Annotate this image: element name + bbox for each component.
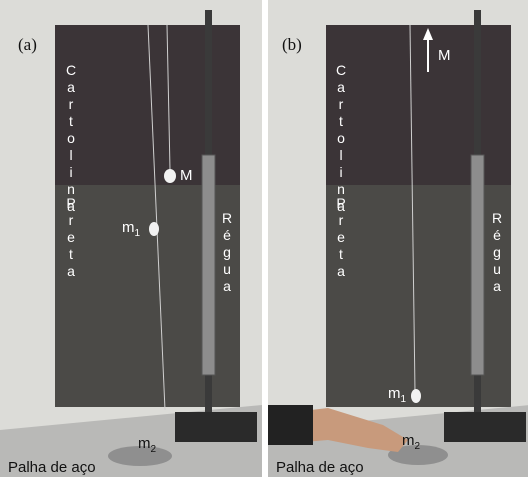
figure: (a) Cartolina Preta Régua M m1 m2 Palha …: [0, 0, 528, 477]
m2-base: m: [138, 435, 151, 452]
steel-wool-label: Palha de aço: [8, 460, 96, 475]
board-top-label: Cartolina: [334, 62, 348, 215]
m1-base: m: [122, 219, 135, 236]
board-bottom-label: Preta: [334, 195, 348, 280]
panel-label: (b): [282, 36, 302, 53]
mass-m2-label: m2: [138, 436, 156, 455]
mass-M-label: M: [180, 168, 193, 183]
m1-sub: 1: [135, 228, 141, 239]
m2-sub: 2: [151, 444, 157, 455]
mass-m1-label: m1: [122, 220, 140, 239]
mass-M-label: M: [438, 48, 451, 63]
steel-wool-label: Palha de aço: [276, 460, 364, 475]
ruler-label: Régua: [490, 210, 504, 295]
panel-b: (b) Cartolina Preta Régua M m1 m2 Palha …: [268, 0, 528, 477]
mass-m2-label: m2: [402, 433, 420, 452]
panel-a: (a) Cartolina Preta Régua M m1 m2 Palha …: [0, 0, 262, 477]
m2-sub: 2: [415, 441, 421, 452]
board-top-label: Cartolina: [64, 62, 78, 215]
m1-sub: 1: [401, 394, 407, 405]
ruler-label: Régua: [220, 210, 234, 295]
m2-base: m: [402, 432, 415, 449]
board-bottom-label: Preta: [64, 195, 78, 280]
panel-label: (a): [18, 36, 37, 53]
m1-base: m: [388, 385, 401, 402]
mass-m1-label: m1: [388, 386, 406, 405]
